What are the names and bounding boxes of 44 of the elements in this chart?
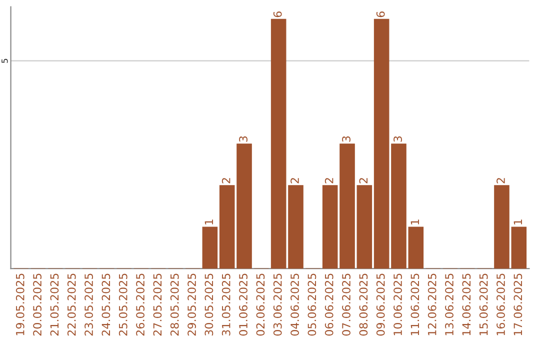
x-tick-label: 08.06.2025 (359, 274, 368, 336)
data-label: 1 (410, 220, 419, 224)
x-tick-label: 20.05.2025 (33, 274, 42, 336)
x-tick-label: 13.06.2025 (445, 274, 454, 336)
x-tick-label: 07.06.2025 (342, 274, 350, 336)
data-label: 3 (342, 136, 350, 142)
data-label: 2 (290, 178, 299, 184)
x-tick-label: 22.05.2025 (67, 274, 76, 336)
x-tick-label: 27.05.2025 (153, 274, 162, 336)
x-tick-label: 11.06.2025 (410, 274, 420, 336)
x-tick-label: 25.05.2025 (118, 274, 128, 336)
x-tick-label: 29.05.2025 (188, 274, 196, 336)
x-tick-label: 06.06.2025 (324, 274, 334, 336)
x-tick-label: 12.06.2025 (428, 274, 436, 336)
x-tick-label: 17.06.2025 (514, 274, 522, 336)
x-tick-label: 16.06.2025 (496, 274, 505, 336)
x-tick-label: 23.05.2025 (84, 274, 93, 336)
data-label: 1 (204, 220, 213, 224)
x-tick-label: 21.05.2025 (50, 274, 59, 336)
x-tick-label: 01.06.2025 (239, 274, 248, 336)
x-tick-label: 05.06.2025 (308, 274, 316, 336)
data-label: 2 (359, 178, 368, 184)
data-label: 2 (496, 178, 505, 184)
x-tick-label: 03.06.2025 (273, 274, 282, 336)
data-label: 3 (394, 136, 402, 142)
x-tick-label: 15.06.2025 (479, 274, 488, 336)
x-tick-label: 26.05.2025 (136, 274, 144, 336)
data-label: 6 (376, 12, 385, 18)
data-label: 3 (239, 136, 248, 142)
x-tick-label: 14.06.2025 (462, 274, 471, 336)
x-tick-label: 31.05.2025 (222, 274, 230, 336)
x-tick-label: 30.05.2025 (204, 274, 214, 336)
data-label: 1 (514, 220, 522, 224)
data-label: 6 (273, 12, 282, 18)
x-tick-label: 19.05.2025 (16, 274, 24, 336)
x-tick-label: 24.05.2025 (102, 274, 110, 336)
y-tick-label: 5 (2, 58, 8, 63)
x-tick-label: 02.06.2025 (256, 274, 265, 336)
data-label: 2 (324, 178, 334, 184)
data-label: 2 (222, 178, 230, 184)
x-tick-label: 10.06.2025 (394, 274, 402, 336)
x-tick-label: 28.05.2025 (170, 274, 179, 336)
x-tick-label: 09.06.2025 (376, 274, 385, 336)
x-tick-label: 04.06.2025 (290, 274, 299, 336)
